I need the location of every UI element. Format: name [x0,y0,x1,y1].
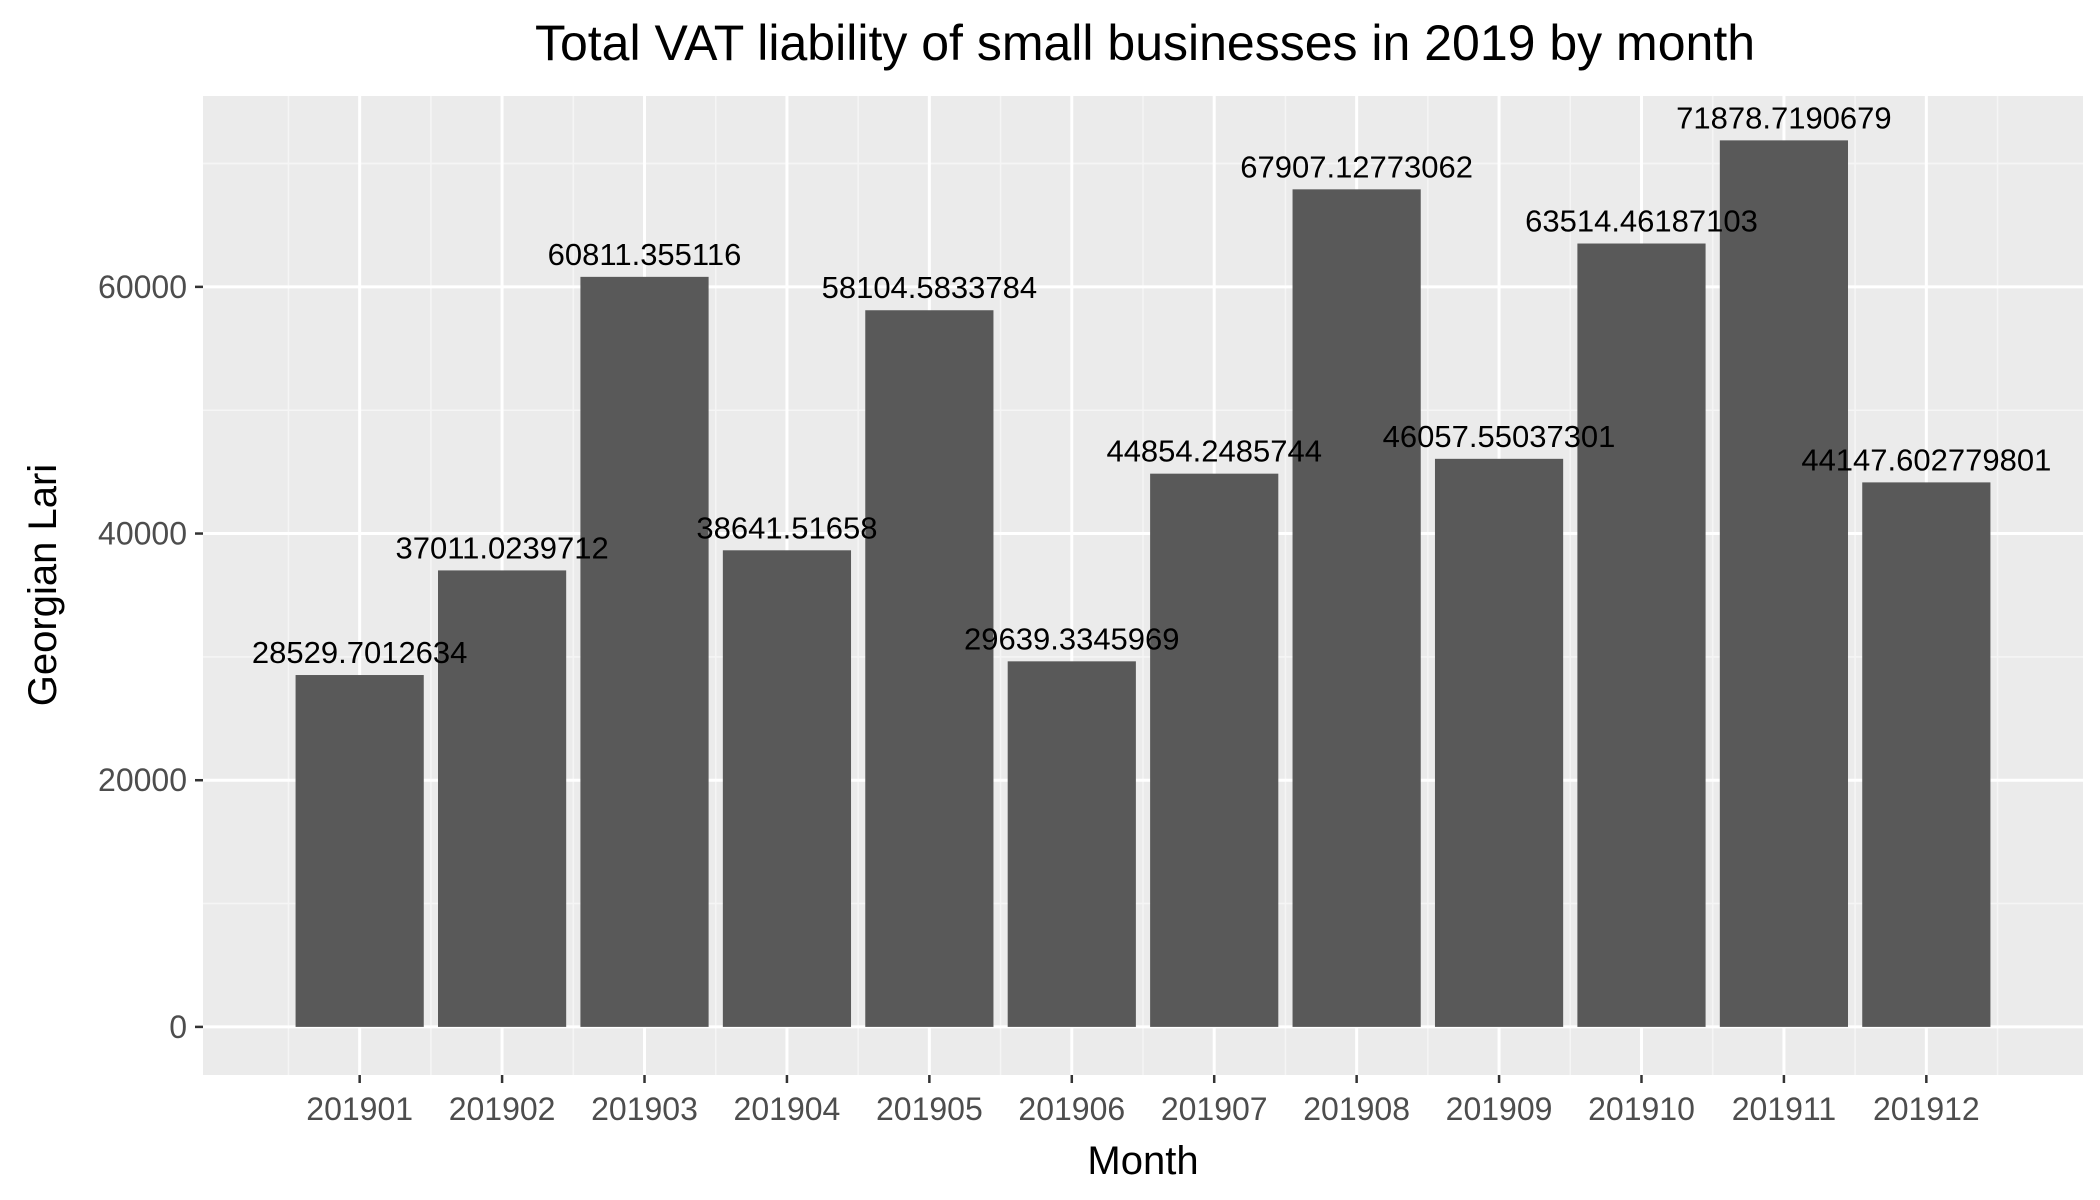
bar [1862,482,1991,1027]
y-tick-label: 60000 [98,269,187,305]
y-tick-label: 0 [169,1009,187,1045]
y-tick-label: 40000 [98,516,187,552]
bar [438,570,567,1027]
bar [1577,243,1706,1027]
x-tick-label: 201903 [591,1091,698,1127]
bar [295,675,424,1027]
data-label: 29639.3345969 [964,621,1180,656]
bar [580,276,709,1027]
x-tick-label: 201901 [306,1091,413,1127]
data-label: 28529.7012634 [252,635,468,670]
x-tick-label: 201902 [449,1091,556,1127]
data-label: 44854.2485744 [1106,434,1322,469]
data-label: 46057.55037301 [1383,419,1616,454]
x-axis: 201901 201902 201903 201904 201905 201906 2019… [306,1075,1980,1127]
chart-title: Total VAT liability of small businesses … [535,15,1755,71]
bar [1434,458,1564,1027]
data-label: 63514.46187103 [1525,204,1758,239]
y-axis: 0 20000 40000 60000 [98,269,203,1045]
x-tick-label: 201909 [1446,1091,1553,1127]
y-tick-label: 20000 [98,762,187,798]
x-axis-title: Month [1087,1139,1198,1183]
x-tick-label: 201906 [1018,1091,1125,1127]
data-labels: 28529.7012634 37011.0239712 60811.355116 38… [252,100,2051,670]
minor-gridlines [203,96,2083,1075]
bar [865,310,994,1027]
y-axis-title: Georgian Lari [21,464,65,706]
x-tick-label: 201905 [876,1091,983,1127]
data-label: 37011.0239712 [395,530,608,565]
data-label: 38641.51658 [696,510,877,545]
bars [295,140,1991,1027]
x-tick-label: 201912 [1873,1091,1980,1127]
x-tick-label: 201910 [1588,1091,1695,1127]
bar [1007,661,1136,1027]
x-tick-label: 201907 [1161,1091,1268,1127]
data-label: 58104.5833784 [822,270,1038,305]
bar [1719,140,1848,1027]
data-label: 71878.7190679 [1676,100,1892,135]
data-label: 60811.355116 [548,237,742,272]
x-tick-label: 201911 [1732,1091,1836,1127]
x-tick-label: 201904 [734,1091,841,1127]
data-label: 44147.602779801 [1801,442,2051,477]
x-tick-label: 201908 [1303,1091,1410,1127]
bar [1150,473,1279,1027]
bar [1292,189,1421,1027]
data-label: 67907.12773062 [1240,149,1473,184]
bar [722,550,852,1027]
